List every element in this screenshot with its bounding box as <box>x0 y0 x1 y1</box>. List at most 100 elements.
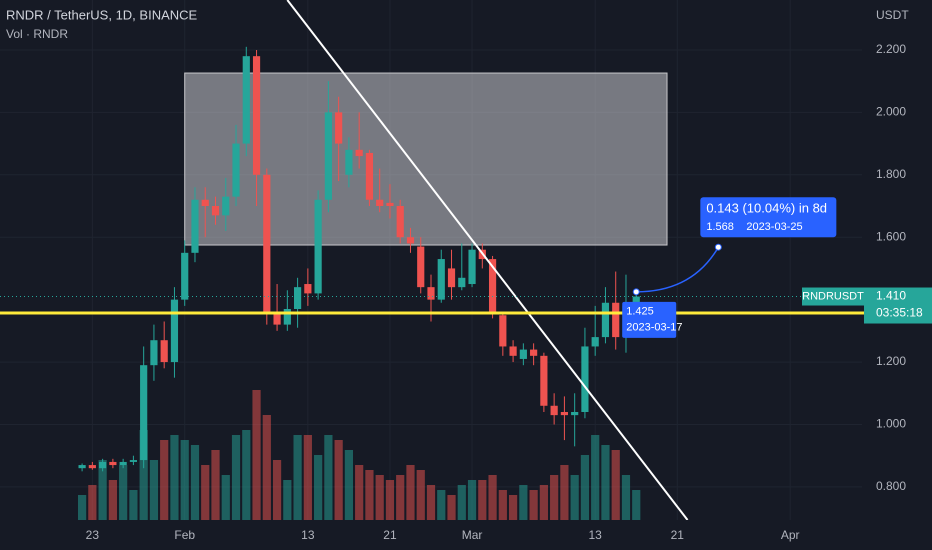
crosshair-tag <box>622 301 677 338</box>
candle-body <box>335 112 343 144</box>
subtitle: Vol · RNDR <box>6 27 68 41</box>
volume-bar <box>149 460 159 520</box>
x-tick-label: 13 <box>589 528 603 542</box>
volume-bar <box>252 390 261 520</box>
y-tick-label: 1.600 <box>876 229 906 243</box>
overlays: 2.200 2.000 1.800 1.600 1.200 1.000 0.800 23 Feb… <box>0 42 932 542</box>
symbol-tag <box>802 287 864 306</box>
candle-body <box>160 340 168 363</box>
measure-date: 2023-03-25 <box>746 221 802 233</box>
volume-bar <box>519 485 528 520</box>
volume-bar <box>601 445 610 520</box>
crosshair-date: 2023-03-17 <box>626 322 682 334</box>
x-tick-label: 13 <box>301 528 315 542</box>
volume-bar <box>211 450 220 520</box>
volume-bar <box>375 475 384 520</box>
candle-body <box>191 199 199 253</box>
volume-bar <box>426 485 436 520</box>
volume-bar <box>77 495 87 520</box>
last-price-label: 1.410 <box>876 289 906 303</box>
volume-bar <box>632 490 641 520</box>
volume-bar <box>262 415 271 520</box>
candle-body <box>458 277 466 288</box>
candle-body <box>468 249 476 285</box>
candle-body <box>242 56 250 144</box>
volume-bar <box>447 495 456 520</box>
candle-body <box>283 309 291 325</box>
volume-bar <box>529 490 538 520</box>
candle-body <box>591 337 599 347</box>
candle-body <box>273 312 281 325</box>
candle-body <box>181 252 189 300</box>
candle-body <box>252 56 261 175</box>
candle-body <box>396 206 404 238</box>
volume-bar <box>170 435 179 520</box>
candle-body <box>530 349 538 356</box>
candle-body <box>201 199 209 207</box>
volume-bar <box>283 480 292 520</box>
chart-title: RNDR / TetherUS, 1D, BINANCE <box>6 7 198 22</box>
volume-bar <box>129 490 138 520</box>
y-tick-label: 1.000 <box>876 417 906 431</box>
candle-body <box>437 259 445 300</box>
x-tick-label: Apr <box>781 528 800 542</box>
candle-body <box>304 284 312 294</box>
candle-body <box>571 412 579 416</box>
volume-bar <box>314 455 323 520</box>
candle-body <box>88 465 96 469</box>
candle-body <box>140 365 148 461</box>
candle-body <box>612 302 620 338</box>
candle-body <box>488 259 497 313</box>
candle-body <box>386 202 394 207</box>
candle-body <box>129 460 137 462</box>
candle-body <box>263 174 271 313</box>
countdown-label: 03:35:18 <box>876 306 923 320</box>
measure-text: 0.143 (10.04%) in 8d <box>706 201 827 216</box>
candle-body <box>222 196 230 216</box>
volume-bar <box>221 475 230 520</box>
volume-bar <box>160 440 169 520</box>
volume-bar <box>108 480 117 520</box>
volume-bar <box>88 485 97 520</box>
candle-body <box>519 349 527 359</box>
candle-body <box>170 299 179 363</box>
volume-bar <box>437 490 446 520</box>
volume-bar <box>406 465 415 520</box>
candle-body <box>376 199 384 207</box>
candle-body <box>355 149 363 157</box>
candle-body <box>211 206 220 216</box>
candle-body <box>150 340 158 366</box>
x-tick-label: Feb <box>174 528 195 542</box>
volume-bar <box>231 435 241 520</box>
volume-bar <box>334 440 343 520</box>
volume-bar <box>591 435 600 520</box>
volume-bar <box>539 485 548 520</box>
volume-bar <box>498 490 507 520</box>
price-tag <box>864 287 932 324</box>
volume-bar <box>139 430 148 520</box>
volume-bar <box>242 430 251 520</box>
volume-bar <box>416 470 425 520</box>
volume-bar <box>344 450 354 520</box>
volume-bar <box>98 460 107 520</box>
candle-body <box>406 237 415 244</box>
candle-body <box>99 461 107 469</box>
candle-body <box>540 355 548 406</box>
candle-body <box>324 112 332 200</box>
measure-start <box>632 288 640 296</box>
x-tick-label: 23 <box>86 528 100 542</box>
measure-arrow <box>636 246 719 293</box>
measure-price: 1.568 <box>706 221 734 233</box>
y-tick-label: 1.800 <box>876 167 906 181</box>
volume-bar <box>385 480 395 520</box>
y-tick-label: 2.200 <box>876 42 906 56</box>
volume-bar <box>365 470 374 520</box>
volume-bar <box>570 475 579 520</box>
volume-bar <box>293 435 302 520</box>
candle-body <box>109 461 117 466</box>
volume-bar <box>457 485 466 520</box>
candle-body <box>601 302 610 338</box>
volume-bar <box>180 440 189 520</box>
